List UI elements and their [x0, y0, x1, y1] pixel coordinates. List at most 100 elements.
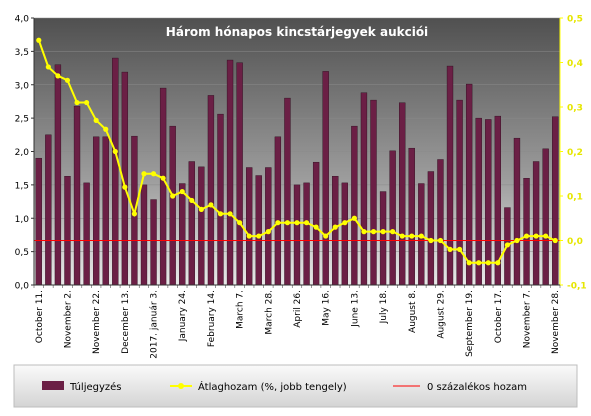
bar [523, 177, 530, 286]
bar [437, 159, 444, 286]
bar [83, 182, 90, 286]
yield-point [64, 77, 71, 83]
yield-point [418, 233, 424, 239]
yield-point [150, 171, 157, 177]
yield-point [179, 188, 185, 195]
yield-point [265, 229, 271, 235]
left-tick-label: 2,5 [15, 115, 29, 125]
yield-point [198, 206, 204, 212]
yield-point [170, 193, 176, 199]
yield-point [361, 229, 367, 235]
bar [446, 65, 454, 286]
x-tick-label: March 28. [264, 290, 274, 335]
yield-point [485, 260, 491, 266]
bar [265, 167, 272, 286]
right-tick-label: 0,5 [567, 15, 583, 25]
yield-point [131, 211, 138, 217]
left-tick-label: 1,0 [15, 215, 30, 225]
bar [179, 183, 186, 286]
left-tick-label: 2,0 [15, 148, 30, 158]
yield-point [466, 260, 472, 266]
yield-point [294, 220, 300, 226]
bar [255, 175, 262, 286]
yield-point [103, 126, 109, 132]
right-tick-label: 0,1 [567, 193, 583, 203]
yield-point [476, 260, 482, 266]
yield-point [74, 99, 80, 106]
bar [274, 136, 282, 286]
yield-point [523, 233, 530, 239]
yield-point [303, 220, 310, 226]
legend-label-bars: Túljegyzés [69, 381, 122, 393]
bar [341, 182, 348, 286]
legend-marker-yield [178, 383, 184, 389]
right-tick-label: 0,3 [567, 104, 583, 114]
x-tick-label: January 24. [178, 290, 188, 342]
bar [532, 161, 540, 286]
bar [303, 182, 310, 286]
yield-point [543, 233, 549, 239]
x-axis: October 11. November 2. November 22. Decemb… [33, 284, 561, 359]
yield-point [495, 260, 501, 266]
yield-point [533, 233, 539, 239]
yield-point [313, 224, 319, 230]
bar [198, 166, 205, 286]
x-tick-label: December 13. [121, 290, 131, 354]
yield-point [208, 202, 214, 208]
bar [379, 191, 387, 286]
bar [312, 161, 320, 286]
bar [92, 136, 100, 286]
x-tick-label: October 17. [494, 290, 504, 343]
yield-point [504, 242, 510, 248]
yield-point [93, 117, 99, 123]
bar [64, 175, 71, 286]
yield-point [275, 220, 281, 226]
left-tick-label: 0,5 [15, 248, 29, 258]
x-tick-label: 2017. január 3. [150, 290, 160, 359]
yield-point [552, 237, 558, 244]
yield-point [409, 233, 415, 239]
bar [159, 87, 167, 286]
yield-point [189, 197, 195, 204]
bar [35, 157, 42, 286]
x-tick-label: October 11. [35, 290, 45, 343]
bar [456, 99, 463, 286]
yield-point [237, 220, 243, 226]
yield-point [84, 99, 90, 106]
bar [217, 113, 224, 286]
x-tick-label: August 29. [436, 290, 446, 339]
yield-point [390, 229, 396, 235]
left-tick-label: 3,5 [15, 48, 29, 58]
bar [236, 62, 243, 286]
yield-point [323, 233, 329, 239]
yield-point [55, 73, 61, 79]
bar [552, 116, 559, 286]
bar [332, 175, 339, 286]
x-tick-label: August 8. [408, 290, 418, 333]
chart-title: Három hónapos kincstárjegyek aukciói [166, 25, 428, 39]
x-tick-label: March 7. [236, 290, 246, 329]
yield-point [342, 220, 348, 226]
x-tick-label: July 18. [379, 290, 389, 324]
bar [370, 99, 377, 286]
right-tick-label: -0,1 [567, 282, 587, 292]
yield-point [428, 237, 434, 244]
yield-point [160, 175, 166, 181]
bar [150, 199, 157, 286]
bar [45, 134, 52, 286]
bar [475, 117, 482, 286]
x-tick-label: November 2. [63, 290, 73, 348]
yield-point [112, 148, 118, 155]
yield-point [370, 229, 377, 235]
bar [360, 92, 368, 286]
bar [284, 97, 291, 286]
yield-point [246, 233, 252, 239]
right-tick-label: 0,0 [567, 237, 583, 247]
bar [140, 184, 148, 286]
yield-point [380, 229, 386, 235]
x-tick-label: February 14. [207, 290, 217, 347]
bar [188, 161, 195, 286]
yield-point [217, 211, 224, 217]
yield-point [36, 37, 42, 43]
